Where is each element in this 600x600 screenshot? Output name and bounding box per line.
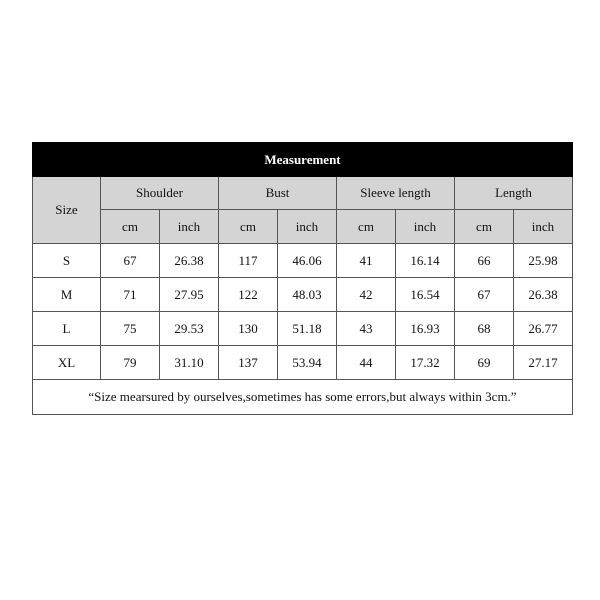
size-header: Size [32,177,101,244]
measurement-cell: 31.10 [160,346,219,380]
unit-header: cm [101,210,160,244]
measurement-cell: 27.17 [514,346,573,380]
group-header: Length [455,177,573,210]
group-header: Shoulder [101,177,219,210]
size-label: XL [32,346,101,380]
measurement-cell: 41 [337,244,396,278]
measurement-cell: 16.54 [396,278,455,312]
measurement-cell: 117 [219,244,278,278]
measurement-cell: 130 [219,312,278,346]
measurement-cell: 17.32 [396,346,455,380]
measurement-cell: 68 [455,312,514,346]
unit-header: cm [219,210,278,244]
table-title: Measurement [32,142,573,177]
measurement-cell: 48.03 [278,278,337,312]
measurement-cell: 16.93 [396,312,455,346]
unit-header: inch [278,210,337,244]
measurement-cell: 69 [455,346,514,380]
measurement-cell: 26.77 [514,312,573,346]
unit-header: inch [514,210,573,244]
group-header: Bust [219,177,337,210]
measurement-cell: 53.94 [278,346,337,380]
measurement-cell: 43 [337,312,396,346]
size-label: L [32,312,101,346]
measurement-cell: 44 [337,346,396,380]
measurement-cell: 75 [101,312,160,346]
measurement-cell: 16.14 [396,244,455,278]
unit-header: inch [396,210,455,244]
unit-header: cm [337,210,396,244]
group-header: Sleeve length [337,177,455,210]
measurement-cell: 66 [455,244,514,278]
unit-header: cm [455,210,514,244]
measurement-cell: 122 [219,278,278,312]
measurement-cell: 46.06 [278,244,337,278]
unit-header: inch [160,210,219,244]
size-label: M [32,278,101,312]
measurement-cell: 67 [101,244,160,278]
measurement-cell: 29.53 [160,312,219,346]
measurement-cell: 26.38 [160,244,219,278]
measurement-cell: 137 [219,346,278,380]
footnote: “Size mearsured by ourselves,sometimes h… [32,380,573,415]
measurement-cell: 51.18 [278,312,337,346]
measurement-cell: 79 [101,346,160,380]
measurement-cell: 25.98 [514,244,573,278]
measurement-cell: 42 [337,278,396,312]
measurement-cell: 71 [101,278,160,312]
measurement-cell: 26.38 [514,278,573,312]
measurement-cell: 67 [455,278,514,312]
measurement-cell: 27.95 [160,278,219,312]
size-label: S [32,244,101,278]
